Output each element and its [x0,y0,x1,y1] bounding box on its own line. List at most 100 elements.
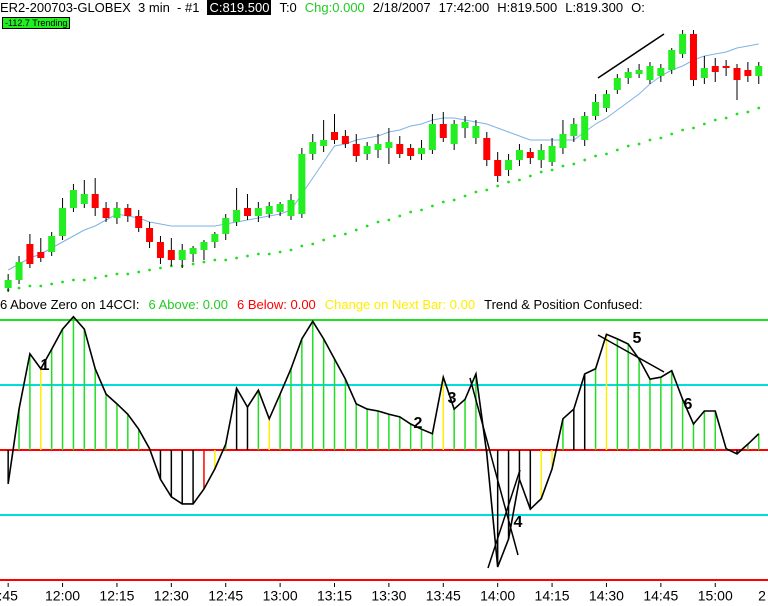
stop-dot [518,178,521,182]
stop-dot [670,132,674,136]
stop-dot [376,220,380,224]
stop-dot [322,238,326,242]
stop-dot [61,280,64,284]
x-tick-label: 13:30 [371,588,406,604]
stop-dot [148,268,151,272]
x-tick-label: 14:45 [643,588,678,604]
stop-dot [246,254,249,258]
candle-body [744,70,752,76]
candle-body [700,68,708,78]
candle-body [222,218,230,234]
candle-body [178,250,186,260]
stop-dot [626,144,630,148]
x-tick-label: 2 [758,588,766,604]
stop-dot [82,278,86,282]
candle-body [167,250,175,260]
stop-dot [507,180,510,184]
candle-body [711,66,719,72]
stop-dot [137,270,141,274]
stop-dot [431,204,434,208]
candle-body [69,190,77,208]
candle-body [407,148,415,156]
trend-line [597,334,665,373]
stop-dot [343,232,347,236]
candle-body [483,138,491,160]
candle-body [298,154,306,214]
close-box: C:819.500 [207,0,272,15]
cci-header-text: 6 Below: 0.00 [237,297,316,312]
candle-body [570,124,578,136]
stop-dot [17,286,21,290]
candle-body [309,142,317,154]
stop-dot [702,122,706,126]
cci-line [7,315,760,568]
trend-line [469,377,519,556]
stop-dot [387,218,391,222]
stop-dot [637,142,641,146]
candle-body [374,144,382,150]
stop-dot [126,272,130,276]
stop-dot [746,110,750,114]
candle-body [657,68,665,76]
x-tick-label: 13:00 [263,588,298,604]
stop-dot [398,214,402,218]
trend-badge: -112.7 Trending [2,17,71,29]
open: O: [631,0,645,15]
candle-body [428,124,436,150]
x-tick-label: 14:30 [589,588,624,604]
annotation: 6 [684,396,693,413]
candle-body [755,66,763,76]
candle-body [352,144,360,156]
stop-dot [39,284,43,288]
stop-dot [213,258,217,262]
candle-body [689,34,697,80]
stop-dot [50,282,54,286]
stop-dot [300,244,304,248]
candle-body [505,160,513,170]
candle-body [91,194,99,208]
stop-dot [692,126,695,130]
candle-body [472,126,480,138]
high: H:819.500 [497,0,558,15]
candle-body [439,124,447,138]
stop-dot [28,284,32,288]
candle-body [80,194,88,204]
candle-body [722,66,730,68]
x-tick-label: 13:45 [426,588,461,604]
change: Chg:0.000 [304,0,365,15]
candle-body [494,160,502,176]
stop-dot [572,162,576,166]
candle-body [592,102,600,116]
stop-dot [93,276,97,280]
x-tick-label: 15:00 [698,588,733,604]
candle-body [135,216,143,228]
annotation: 4 [514,514,523,531]
stop-dot [615,148,619,152]
cci-header-text: Trend & Position Confused: [484,297,643,312]
candle-body [320,140,328,146]
candle-body [113,208,121,218]
stop-dot [681,128,685,132]
stop-dot [159,266,162,270]
candle-body [341,136,349,144]
annotation: 3 [448,390,457,407]
stop-dot [474,190,478,194]
x-tick-label: :45 [0,588,18,604]
stop-dot [735,112,739,116]
candle-body [265,206,273,214]
stop-dot [659,136,663,140]
x-tick-label: 12:30 [154,588,189,604]
stop-dot [311,242,315,246]
candle-body [156,242,164,258]
candle-body [243,208,251,216]
date: 2/18/2007 [372,0,431,15]
candle-body [363,146,371,154]
stop-dot [528,174,532,178]
candle-body [581,116,589,140]
candle-body [679,34,687,54]
x-tick-label: 13:15 [317,588,352,604]
candle-body [635,70,643,74]
stop-dot [539,170,543,174]
annotation: 1 [41,357,50,374]
